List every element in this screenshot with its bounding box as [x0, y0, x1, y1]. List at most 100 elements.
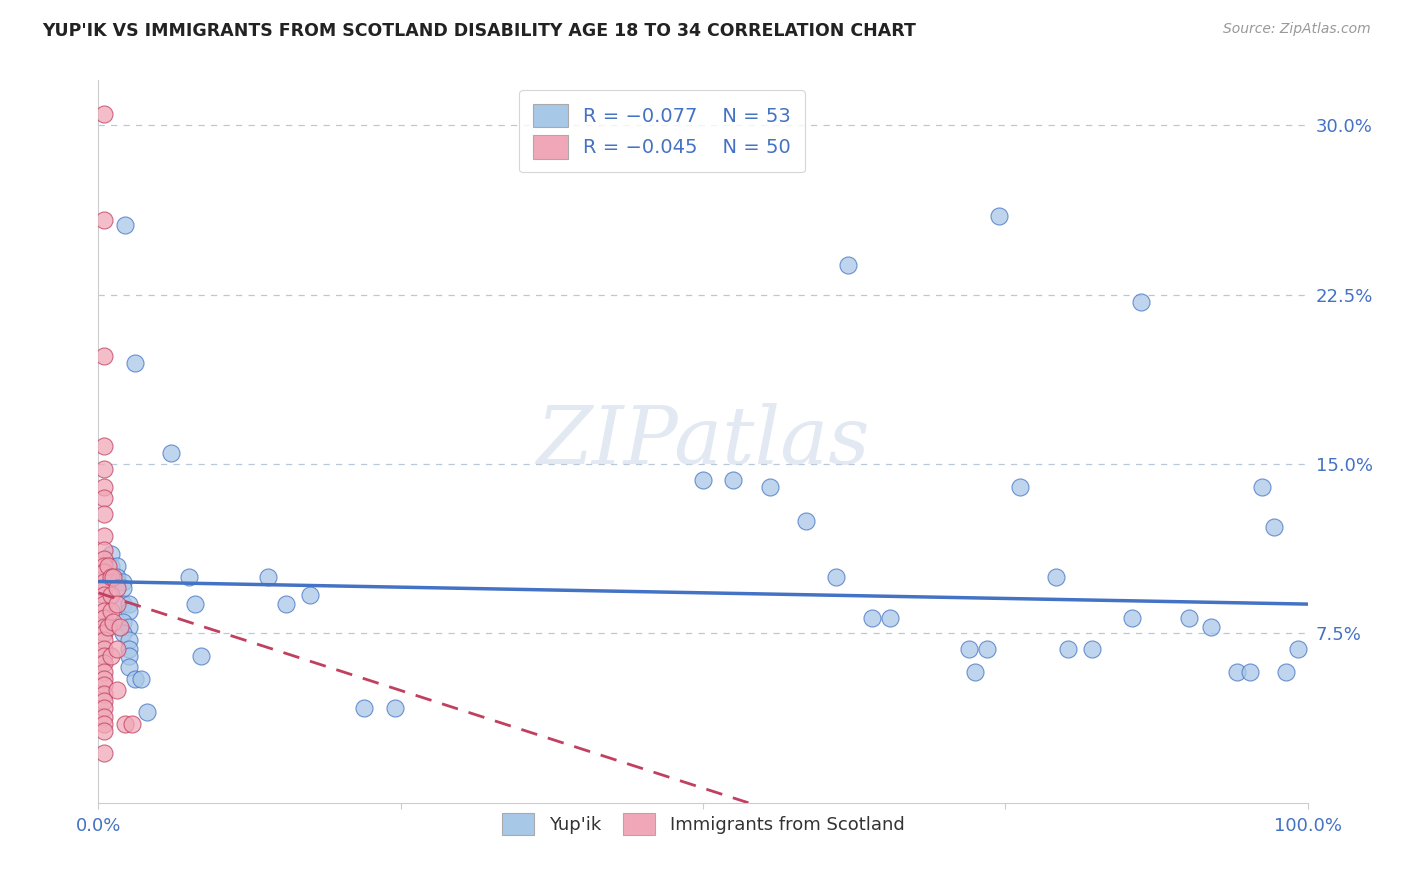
Point — [93, 701, 115, 715]
Point — [93, 610, 115, 624]
Point — [1008, 480, 1031, 494]
Point — [105, 582, 128, 596]
Point — [121, 716, 143, 731]
Point — [97, 620, 120, 634]
Point — [256, 570, 278, 584]
Point — [93, 716, 115, 731]
Point — [1239, 665, 1261, 679]
Point — [837, 259, 859, 273]
Point — [93, 582, 115, 596]
Point — [93, 558, 115, 573]
Point — [93, 542, 115, 557]
Text: ZIPatlas: ZIPatlas — [536, 403, 870, 480]
Point — [118, 633, 141, 648]
Point — [100, 588, 122, 602]
Point — [353, 701, 375, 715]
Point — [105, 558, 128, 573]
Point — [879, 610, 901, 624]
Point — [299, 588, 322, 602]
Point — [384, 701, 406, 715]
Legend: Yup'ik, Immigrants from Scotland: Yup'ik, Immigrants from Scotland — [489, 801, 917, 848]
Point — [105, 642, 128, 657]
Point — [118, 620, 141, 634]
Point — [1045, 570, 1067, 584]
Point — [97, 558, 120, 573]
Point — [93, 672, 115, 686]
Point — [93, 633, 115, 648]
Point — [135, 706, 157, 720]
Point — [93, 642, 115, 657]
Point — [965, 665, 987, 679]
Point — [93, 626, 115, 640]
Point — [179, 570, 201, 584]
Point — [160, 446, 183, 460]
Text: Source: ZipAtlas.com: Source: ZipAtlas.com — [1223, 22, 1371, 37]
Point — [93, 480, 115, 494]
Point — [114, 218, 136, 232]
Point — [93, 439, 115, 453]
Point — [124, 355, 146, 369]
Point — [1057, 642, 1080, 657]
Point — [93, 588, 115, 602]
Point — [93, 665, 115, 679]
Point — [93, 656, 115, 670]
Point — [1275, 665, 1298, 679]
Point — [723, 473, 745, 487]
Point — [93, 107, 115, 121]
Point — [1263, 520, 1285, 534]
Point — [274, 597, 297, 611]
Point — [1178, 610, 1201, 624]
Point — [100, 558, 122, 573]
Point — [105, 570, 128, 584]
Point — [190, 648, 212, 663]
Point — [1121, 610, 1143, 624]
Point — [1250, 480, 1272, 494]
Point — [93, 597, 115, 611]
Point — [988, 209, 1011, 223]
Point — [93, 461, 115, 475]
Point — [1199, 620, 1222, 634]
Point — [1226, 665, 1249, 679]
Point — [93, 507, 115, 521]
Point — [111, 597, 134, 611]
Point — [93, 213, 115, 227]
Point — [129, 672, 152, 686]
Point — [111, 615, 134, 630]
Point — [758, 480, 780, 494]
Point — [794, 514, 817, 528]
Point — [100, 570, 122, 584]
Point — [111, 582, 134, 596]
Point — [1081, 642, 1104, 657]
Point — [118, 604, 141, 618]
Point — [93, 566, 115, 580]
Point — [976, 642, 998, 657]
Point — [93, 574, 115, 589]
Point — [93, 746, 115, 760]
Point — [1286, 642, 1309, 657]
Point — [100, 648, 122, 663]
Point — [184, 597, 207, 611]
Point — [105, 597, 128, 611]
Point — [105, 682, 128, 697]
Point — [93, 710, 115, 724]
Point — [105, 574, 128, 589]
Point — [108, 620, 131, 634]
Point — [118, 597, 141, 611]
Point — [101, 570, 124, 584]
Point — [93, 491, 115, 505]
Point — [118, 642, 141, 657]
Point — [118, 660, 141, 674]
Point — [100, 548, 122, 562]
Point — [124, 672, 146, 686]
Point — [114, 716, 136, 731]
Point — [93, 529, 115, 543]
Point — [825, 570, 848, 584]
Point — [111, 626, 134, 640]
Point — [93, 678, 115, 692]
Point — [111, 574, 134, 589]
Point — [93, 687, 115, 701]
Point — [860, 610, 883, 624]
Point — [93, 723, 115, 738]
Point — [93, 604, 115, 618]
Point — [118, 648, 141, 663]
